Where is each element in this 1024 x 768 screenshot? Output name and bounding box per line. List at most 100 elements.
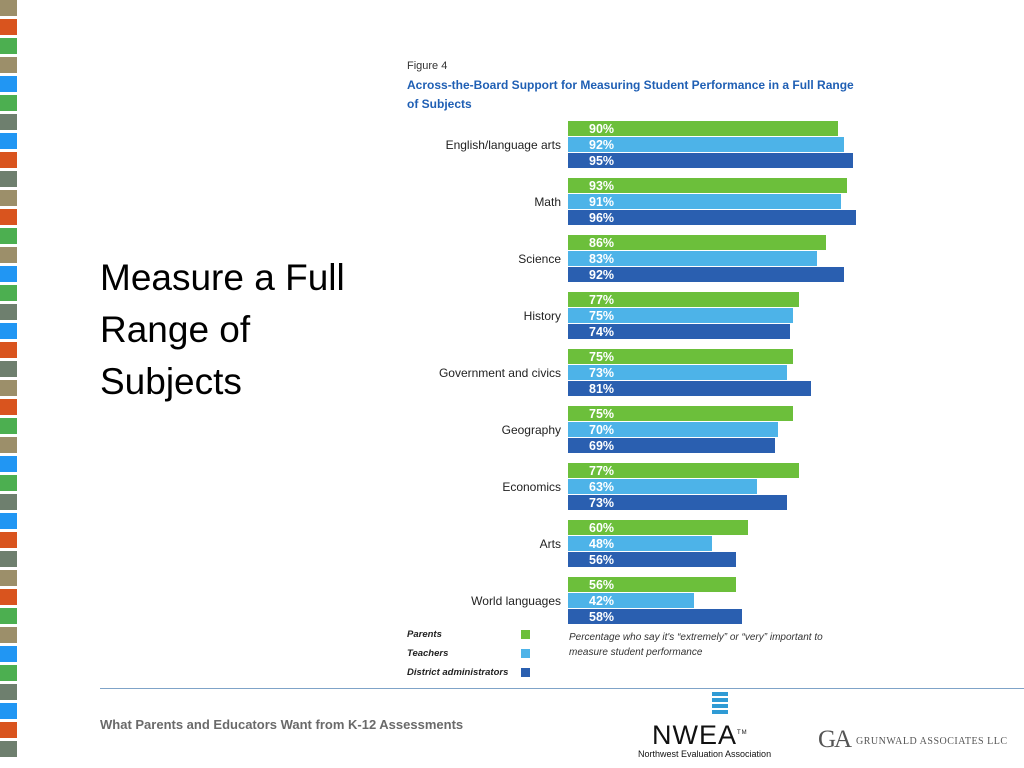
data-label: 74%	[589, 325, 614, 339]
nwea-bars-icon	[712, 692, 728, 716]
strip-tile	[0, 532, 17, 548]
strip-tile	[0, 133, 17, 149]
bar	[568, 308, 793, 323]
strip-tile	[0, 266, 17, 282]
strip-tile	[0, 114, 17, 130]
bar	[568, 365, 787, 380]
category-label: Economics	[502, 480, 561, 494]
strip-tile	[0, 304, 17, 320]
category-label: Geography	[502, 423, 561, 437]
data-label: 86%	[589, 236, 614, 250]
data-label: 56%	[589, 578, 614, 592]
strip-tile	[0, 285, 17, 301]
legend-note: Percentage who say it's “extremely” or “…	[569, 632, 823, 658]
nwea-wordmark: NWEATM	[652, 720, 748, 750]
data-label: 63%	[589, 480, 614, 494]
bar	[568, 463, 799, 478]
strip-tile	[0, 171, 17, 187]
legend-label-administrators: District administrators	[407, 667, 509, 678]
legend-label-teachers: Teachers	[407, 648, 449, 659]
category-label: History	[524, 309, 561, 323]
bar	[568, 479, 757, 494]
strip-tile	[0, 228, 17, 244]
nwea-subtitle: Northwest Evaluation Association	[638, 749, 772, 759]
bar	[568, 178, 847, 193]
data-label: 70%	[589, 423, 614, 437]
chart-title: Across-the-Board Support for Measuring S…	[407, 78, 854, 111]
strip-tile	[0, 741, 17, 757]
strip-tile	[0, 608, 17, 624]
strip-tile	[0, 380, 17, 396]
strip-tile	[0, 323, 17, 339]
bar	[568, 292, 799, 307]
grunwald-logo: GA GRUNWALD ASSOCIATES LLC	[818, 726, 1018, 756]
data-label: 75%	[589, 309, 614, 323]
bar	[568, 121, 838, 136]
strip-tile	[0, 0, 17, 16]
figure-label: Figure 4	[407, 60, 448, 72]
data-label: 92%	[589, 138, 614, 152]
strip-tile	[0, 589, 17, 605]
strip-tile	[0, 437, 17, 453]
bar	[568, 577, 736, 592]
bar	[568, 324, 790, 339]
bar	[568, 194, 841, 209]
legend-swatch-administrators	[521, 668, 530, 677]
bar	[568, 609, 742, 624]
data-label: 75%	[589, 407, 614, 421]
data-label: 48%	[589, 537, 614, 551]
ga-mark-icon: GA	[818, 726, 852, 753]
strip-tile	[0, 190, 17, 206]
strip-tile	[0, 418, 17, 434]
data-label: 73%	[589, 366, 614, 380]
strip-tile	[0, 209, 17, 225]
strip-tile	[0, 19, 17, 35]
data-label: 56%	[589, 553, 614, 567]
data-label: 83%	[589, 252, 614, 266]
data-label: 58%	[589, 610, 614, 624]
strip-tile	[0, 627, 17, 643]
strip-tile	[0, 513, 17, 529]
data-label: 42%	[589, 594, 614, 608]
data-label: 92%	[589, 268, 614, 282]
strip-tile	[0, 722, 17, 738]
bar	[568, 406, 793, 421]
data-label: 60%	[589, 521, 614, 535]
legend-label-parents: Parents	[407, 629, 442, 640]
category-label: English/language arts	[446, 138, 561, 152]
category-label: Arts	[540, 537, 561, 551]
bar	[568, 153, 853, 168]
bar-chart: English/language arts 90% 92% 95% Math 93% 91%…	[439, 121, 856, 624]
bar	[568, 593, 694, 608]
strip-tile	[0, 646, 17, 662]
bar	[568, 536, 712, 551]
strip-tile	[0, 95, 17, 111]
data-label: 95%	[589, 154, 614, 168]
strip-tile	[0, 494, 17, 510]
bar	[568, 381, 811, 396]
data-label: 73%	[589, 496, 614, 510]
bar	[568, 349, 793, 364]
strip-tile	[0, 247, 17, 263]
bar	[568, 552, 736, 567]
data-label: 90%	[589, 122, 614, 136]
strip-tile	[0, 551, 17, 567]
bar	[568, 210, 856, 225]
strip-tile	[0, 342, 17, 358]
bar	[568, 235, 826, 250]
strip-tile	[0, 152, 17, 168]
strip-tile	[0, 703, 17, 719]
strip-tile	[0, 665, 17, 681]
bar	[568, 438, 775, 453]
strip-tile	[0, 456, 17, 472]
grunwald-wordmark: GRUNWALD ASSOCIATES LLC	[856, 736, 1008, 747]
bar	[568, 495, 787, 510]
footer-divider	[100, 688, 1024, 689]
bar	[568, 422, 778, 437]
nwea-logo: NWEATM Northwest Evaluation Association	[636, 692, 786, 762]
data-label: 81%	[589, 382, 614, 396]
strip-tile	[0, 361, 17, 377]
strip-tile	[0, 399, 17, 415]
category-label: Government and civics	[439, 366, 561, 380]
category-label: Math	[534, 195, 561, 209]
